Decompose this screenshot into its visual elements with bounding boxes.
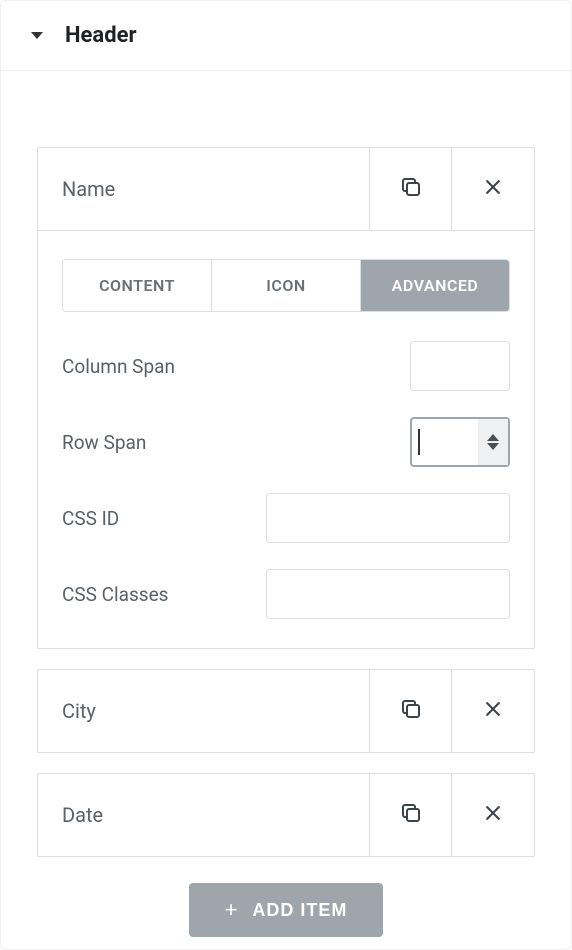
- item-title: Date: [38, 774, 370, 856]
- duplicate-button[interactable]: [370, 774, 452, 856]
- duplicate-button[interactable]: [370, 670, 452, 752]
- field-label: CSS Classes: [62, 583, 266, 606]
- remove-button[interactable]: [452, 670, 534, 752]
- item-block-city: City: [37, 669, 535, 753]
- close-icon: [483, 803, 503, 827]
- add-item-button[interactable]: + ADD ITEM: [189, 883, 384, 937]
- number-stepper: [478, 419, 508, 465]
- item-title: City: [38, 670, 370, 752]
- copy-icon: [399, 801, 423, 829]
- remove-button[interactable]: [452, 148, 534, 230]
- remove-button[interactable]: [452, 774, 534, 856]
- css-classes-input[interactable]: [266, 569, 510, 619]
- item-header[interactable]: Name: [38, 148, 534, 230]
- css-id-input[interactable]: [266, 493, 510, 543]
- item-title: Name: [38, 148, 370, 230]
- column-span-input[interactable]: [410, 341, 510, 391]
- section-body: Name: [1, 71, 571, 937]
- settings-panel: Header Name: [0, 0, 572, 950]
- section-header[interactable]: Header: [1, 1, 571, 71]
- row-span-input-wrap: [410, 417, 510, 467]
- stepper-up-icon[interactable]: [487, 434, 499, 441]
- tab-icon[interactable]: ICON: [212, 260, 361, 311]
- tab-advanced[interactable]: ADVANCED: [361, 260, 509, 311]
- item-block-date: Date: [37, 773, 535, 857]
- add-item-row: + ADD ITEM: [37, 883, 535, 937]
- duplicate-button[interactable]: [370, 148, 452, 230]
- item-header[interactable]: City: [38, 670, 534, 752]
- section-title: Header: [65, 23, 137, 48]
- tab-bar: CONTENT ICON ADVANCED: [62, 259, 510, 312]
- copy-icon: [399, 697, 423, 725]
- close-icon: [483, 177, 503, 201]
- row-span-input[interactable]: [420, 419, 480, 465]
- close-icon: [483, 699, 503, 723]
- field-row-span: Row Span: [62, 416, 510, 468]
- tab-content[interactable]: CONTENT: [63, 260, 212, 311]
- stepper-down-icon[interactable]: [487, 443, 499, 450]
- field-label: Row Span: [62, 431, 410, 454]
- field-column-span: Column Span: [62, 340, 510, 392]
- plus-icon: +: [225, 899, 239, 921]
- item-header[interactable]: Date: [38, 774, 534, 856]
- item-block-name: Name: [37, 147, 535, 649]
- field-label: CSS ID: [62, 507, 266, 530]
- field-css-id: CSS ID: [62, 492, 510, 544]
- field-label: Column Span: [62, 355, 410, 378]
- copy-icon: [399, 175, 423, 203]
- caret-down-icon: [31, 32, 43, 39]
- add-item-label: ADD ITEM: [252, 900, 347, 921]
- field-css-classes: CSS Classes: [62, 568, 510, 620]
- item-advanced-panel: CONTENT ICON ADVANCED Column Span Row Sp…: [38, 230, 534, 648]
